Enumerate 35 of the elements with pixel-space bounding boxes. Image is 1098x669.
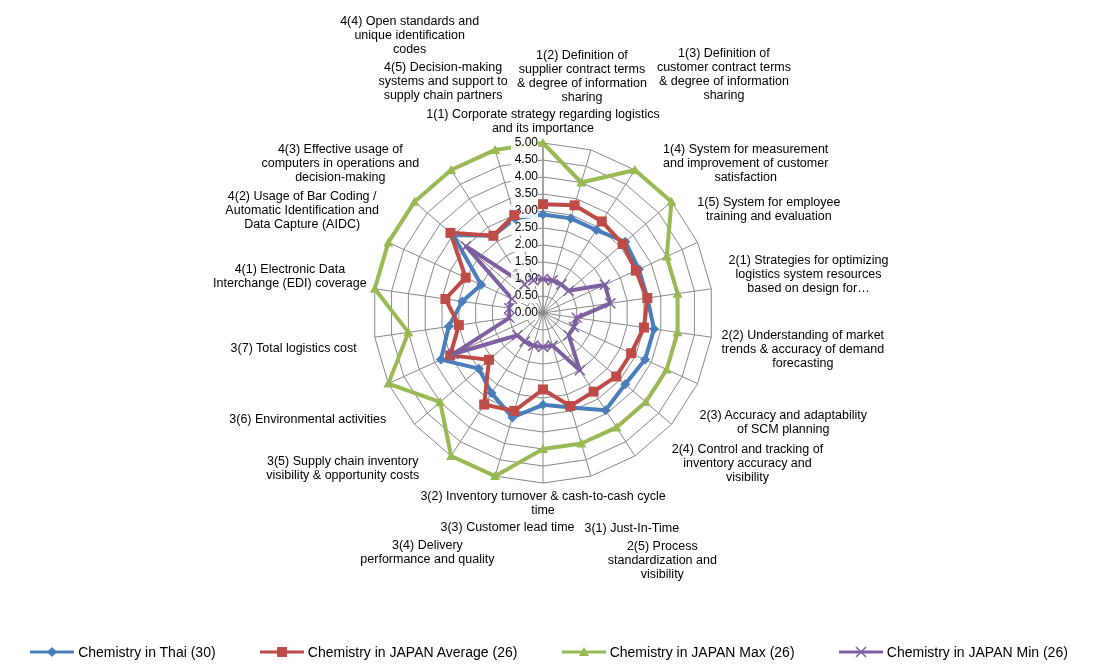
legend-label: Chemistry in JAPAN Min (26) xyxy=(886,644,1068,660)
y-tick-label: 0.00 xyxy=(514,305,539,320)
y-tick-label: 4.50 xyxy=(514,152,539,167)
spoke-label: 3(1) Just-In-Time xyxy=(584,521,680,536)
spoke-label: 1(4) System for measurement and improvement of customer satisfaction xyxy=(663,141,829,184)
spoke-label: 2(5) Process standardization and visibility xyxy=(607,538,717,581)
y-tick-label: 0.50 xyxy=(514,288,539,303)
spoke-label: 2(2) Understanding of market trends & accuracy of demand forecasting xyxy=(721,328,885,371)
y-tick-label: 2.00 xyxy=(514,237,539,252)
spoke-label: 4(3) Effective usage of computers in operations and decision-making xyxy=(261,141,420,184)
y-tick-label: 1.50 xyxy=(514,254,539,269)
spoke-label: 4(1) Electronic Data Interchange (EDI) coverage xyxy=(213,261,367,290)
spoke-label: 3(2) Inventory turnover & cash-to-cash cycle time xyxy=(420,489,666,518)
spoke-label: 4(2) Usage of Bar Coding / Automatic Identification and Data Capture (AIDC) xyxy=(225,188,379,231)
y-tick-label: 4.00 xyxy=(514,169,539,184)
spoke-label: 4(4) Open standards and unique identification codes xyxy=(340,14,480,57)
spoke-label: 4(5) Decision-making systems and support to supply chain partners xyxy=(378,60,508,103)
legend-label: Chemistry in JAPAN Max (26) xyxy=(609,644,795,660)
spoke-label: 2(3) Accuracy and adaptability of SCM planning xyxy=(699,408,868,437)
spoke-label: 3(5) Supply chain inventory visibility & opportunity costs xyxy=(266,454,420,483)
legend-label: Chemistry in Thai (30) xyxy=(78,644,216,660)
spoke-label: 2(4) Control and tracking of inventory accuracy and visibility xyxy=(671,442,824,485)
spoke-label: 3(4) Delivery performance and quality xyxy=(360,538,496,567)
spoke-label: 1(2) Definition of supplier contract terms & degree of information sharing xyxy=(516,48,647,105)
spoke-label: 3(7) Total logistics cost xyxy=(230,341,358,356)
spoke-label: 2(1) Strategies for optimizing logistics system resources based on design for… xyxy=(728,253,889,296)
y-tick-label: 2.50 xyxy=(514,220,539,235)
spoke-label: 3(3) Customer lead time xyxy=(440,520,575,535)
legend-label: Chemistry in JAPAN Average (26) xyxy=(307,644,518,660)
y-tick-label: 5.00 xyxy=(514,135,539,150)
spoke-label: 1(1) Corporate strategy regarding logistics and its importance xyxy=(426,107,660,136)
spoke-label: 1(3) Definition of customer contract terms & degree of information sharing xyxy=(656,46,791,103)
spoke-label: 1(5) System for employee training and evaluation xyxy=(697,195,841,224)
y-tick-label: 3.50 xyxy=(514,186,539,201)
spoke-label: 3(6) Environmental activities xyxy=(229,412,387,427)
